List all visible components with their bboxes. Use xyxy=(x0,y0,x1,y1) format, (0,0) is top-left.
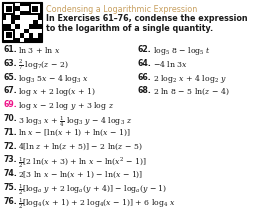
Text: log $x$ + 2 log($x$ + 1): log $x$ + 2 log($x$ + 1) xyxy=(18,86,96,98)
Bar xyxy=(2,2,42,42)
Text: ln 3 + ln $x$: ln 3 + ln $x$ xyxy=(18,45,60,55)
Bar xyxy=(33,24,38,29)
Text: $\frac{1}{2}$[log$_4$($x$ + 1) + 2 log$_4$($x$ − 1)] + 6 log$_4$ $x$: $\frac{1}{2}$[log$_4$($x$ + 1) + 2 log$_… xyxy=(18,197,176,211)
Bar xyxy=(20,33,24,37)
Text: 3 log$_3$ $x$ + $\frac{1}{4}$ log$_3$ $y$ − 4 log$_3$ $z$: 3 log$_3$ $x$ + $\frac{1}{4}$ log$_3$ $y… xyxy=(18,114,132,129)
Text: log$_3$ 5$x$ − 4 log$_3$ $x$: log$_3$ 5$x$ − 4 log$_3$ $x$ xyxy=(18,73,89,85)
Bar xyxy=(29,33,33,37)
Bar xyxy=(2,2,42,42)
Text: 65.: 65. xyxy=(3,73,17,82)
Text: 61.: 61. xyxy=(3,45,17,54)
Bar xyxy=(24,37,29,42)
Text: 63.: 63. xyxy=(3,59,16,68)
Bar xyxy=(15,7,20,11)
Bar xyxy=(15,24,20,29)
Text: 2 log$_2$ $x$ + 4 log$_2$ $y$: 2 log$_2$ $x$ + 4 log$_2$ $y$ xyxy=(153,73,227,85)
Text: 64.: 64. xyxy=(138,59,152,68)
Bar xyxy=(2,29,15,42)
Text: 66.: 66. xyxy=(138,73,152,82)
Bar xyxy=(38,24,42,29)
Text: In Exercises 61–76, condense the expression: In Exercises 61–76, condense the express… xyxy=(46,14,248,23)
Text: to the logarithm of a single quantity.: to the logarithm of a single quantity. xyxy=(46,24,213,33)
Bar xyxy=(29,37,33,42)
Bar xyxy=(38,33,42,37)
Text: 68.: 68. xyxy=(138,86,152,95)
Bar xyxy=(20,11,24,15)
Text: 4[ln $z$ + ln($z$ + 5)] − 2 ln($z$ − 5): 4[ln $z$ + ln($z$ + 5)] − 2 ln($z$ − 5) xyxy=(18,142,142,152)
Text: 76.: 76. xyxy=(3,197,17,206)
Text: log $x$ − 2 log $y$ + 3 log $z$: log $x$ − 2 log $y$ + 3 log $z$ xyxy=(18,100,114,112)
Bar xyxy=(33,20,38,24)
Bar xyxy=(24,29,29,33)
Text: 71.: 71. xyxy=(3,128,17,137)
Text: log$_5$ 8 − log$_5$ $t$: log$_5$ 8 − log$_5$ $t$ xyxy=(153,45,211,57)
Bar xyxy=(15,37,20,42)
Text: $\frac{1}{2}$[2 ln($x$ + 3) + ln $x$ − ln($x^2$ − 1)]: $\frac{1}{2}$[2 ln($x$ + 3) + ln $x$ − l… xyxy=(18,155,147,170)
Bar xyxy=(20,2,24,7)
Bar xyxy=(15,15,20,20)
Text: $\frac{2}{7}$ log$_7$($z$ − 2): $\frac{2}{7}$ log$_7$($z$ − 2) xyxy=(18,59,68,73)
Bar xyxy=(29,24,33,29)
Text: 69.: 69. xyxy=(3,100,17,109)
Bar xyxy=(6,24,11,29)
Text: 75.: 75. xyxy=(3,183,17,192)
Bar xyxy=(31,4,40,14)
Text: Condensing a Logarithmic Expression: Condensing a Logarithmic Expression xyxy=(46,5,197,14)
Bar xyxy=(38,15,42,20)
Bar xyxy=(11,20,15,24)
Bar xyxy=(32,6,38,12)
Text: −4 ln 3$x$: −4 ln 3$x$ xyxy=(153,59,188,69)
Bar xyxy=(2,15,6,20)
Bar xyxy=(4,4,13,14)
Text: 62.: 62. xyxy=(138,45,152,54)
Bar xyxy=(33,37,38,42)
Text: 73.: 73. xyxy=(3,155,16,164)
Text: ln $x$ − [ln($x$ + 1) + ln($x$ − 1)]: ln $x$ − [ln($x$ + 1) + ln($x$ − 1)] xyxy=(18,128,131,138)
Text: 2[3 ln $x$ − ln($x$ + 1) − ln($x$ − 1)]: 2[3 ln $x$ − ln($x$ + 1) − ln($x$ − 1)] xyxy=(18,169,143,180)
Text: 67.: 67. xyxy=(3,86,17,95)
Text: 2 ln 8 − 5 ln($z$ − 4): 2 ln 8 − 5 ln($z$ − 4) xyxy=(153,86,229,97)
Text: 70.: 70. xyxy=(3,114,17,123)
Text: 74.: 74. xyxy=(3,169,17,178)
Bar xyxy=(29,2,42,15)
Bar xyxy=(24,11,29,15)
Text: 72.: 72. xyxy=(3,142,17,151)
Bar xyxy=(2,2,15,15)
Bar xyxy=(6,32,12,38)
Text: $\frac{1}{2}$[log$_a$ $y$ + 2 log$_a$($y$ + 4)] − log$_a$($y$ − 1): $\frac{1}{2}$[log$_a$ $y$ + 2 log$_a$($y… xyxy=(18,183,167,197)
Bar xyxy=(2,24,6,29)
Bar xyxy=(6,6,12,12)
Bar xyxy=(11,15,15,20)
Bar xyxy=(38,37,42,42)
Bar xyxy=(4,31,13,40)
Bar xyxy=(24,2,29,7)
